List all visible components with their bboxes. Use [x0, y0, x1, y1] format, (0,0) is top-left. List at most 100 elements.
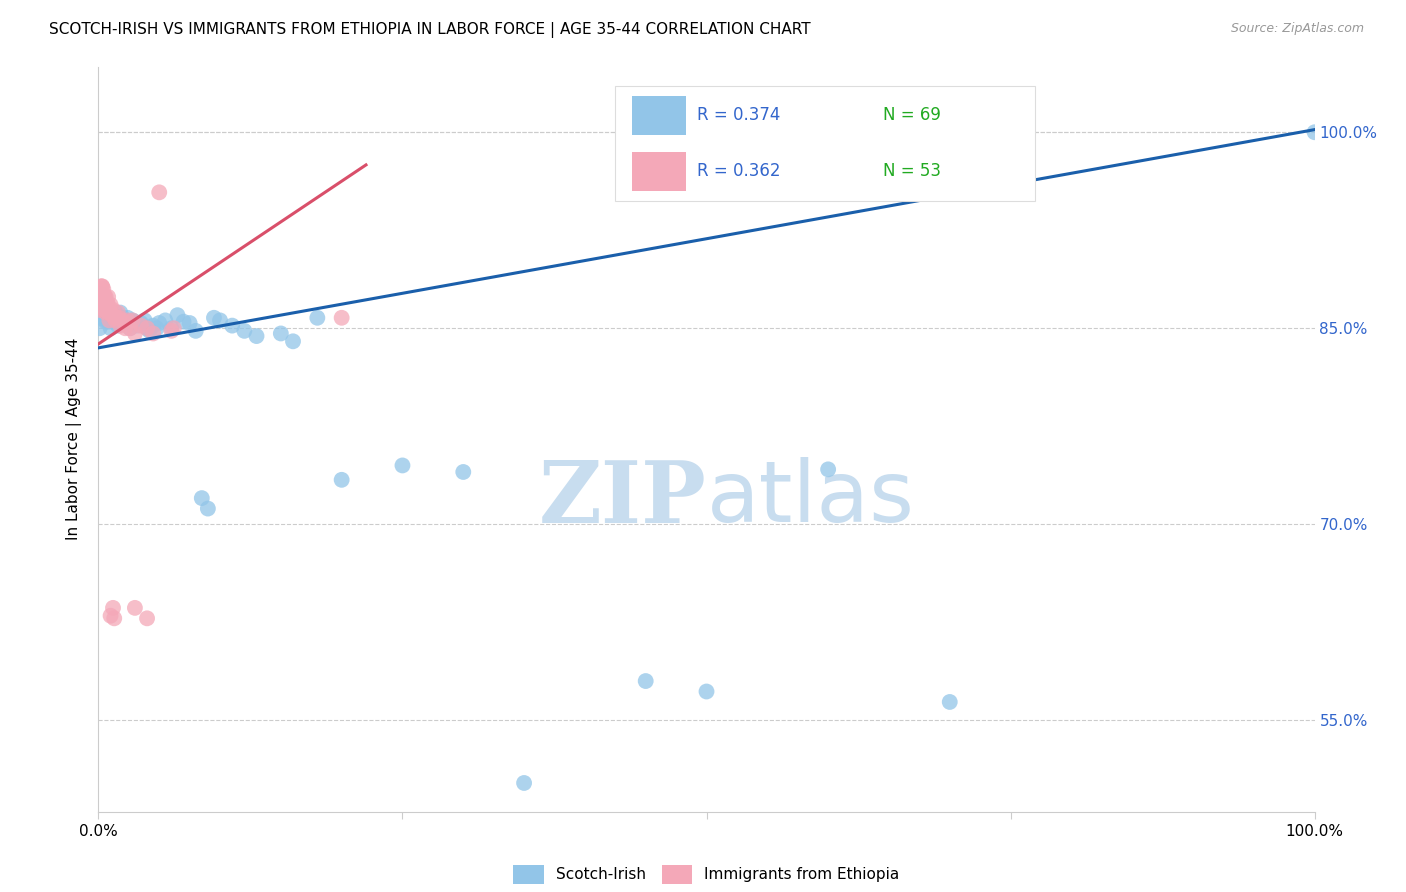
Point: [146, 321, 169, 335]
Point: [89, 302, 111, 317]
Point: [89, 295, 111, 310]
Point: [101, 315, 124, 329]
FancyBboxPatch shape: [616, 86, 1035, 201]
Point: [101, 310, 124, 325]
Point: [101, 600, 124, 615]
Point: [91, 301, 114, 316]
Point: [136, 321, 159, 335]
Legend: Scotch-Irish, Immigrants from Ethiopia: Scotch-Irish, Immigrants from Ethiopia: [508, 859, 905, 889]
Point: [142, 326, 165, 341]
Point: [124, 315, 146, 329]
Point: [166, 308, 188, 322]
Point: [136, 321, 159, 335]
Point: [90, 279, 112, 293]
Point: [114, 316, 136, 330]
FancyBboxPatch shape: [633, 153, 686, 191]
Point: [118, 321, 141, 335]
Point: [453, 465, 475, 479]
Point: [89, 287, 111, 301]
Point: [142, 318, 165, 333]
Point: [89, 321, 111, 335]
Point: [138, 324, 160, 338]
Point: [108, 310, 131, 325]
Point: [96, 313, 118, 327]
Point: [93, 302, 115, 317]
Point: [202, 310, 225, 325]
Point: [391, 458, 413, 473]
Point: [91, 279, 114, 293]
Point: [107, 318, 129, 333]
Point: [90, 310, 112, 325]
Point: [93, 295, 115, 310]
Point: [307, 310, 329, 325]
Text: N = 69: N = 69: [883, 106, 941, 124]
Point: [696, 684, 718, 698]
Point: [209, 313, 232, 327]
Point: [90, 287, 112, 301]
Point: [117, 310, 139, 325]
Point: [91, 279, 114, 293]
Text: R = 0.362: R = 0.362: [697, 162, 780, 180]
Point: [104, 305, 127, 319]
Point: [117, 313, 139, 327]
Point: [91, 295, 114, 310]
Point: [97, 308, 120, 322]
Point: [90, 287, 112, 301]
Point: [110, 313, 132, 327]
Point: [129, 318, 152, 333]
Text: atlas: atlas: [707, 458, 914, 541]
Point: [114, 321, 136, 335]
Point: [96, 304, 118, 318]
Text: R = 0.374: R = 0.374: [697, 106, 780, 124]
Point: [91, 295, 114, 310]
Point: [96, 305, 118, 319]
Point: [91, 302, 114, 317]
Point: [129, 316, 152, 330]
Point: [233, 324, 256, 338]
Point: [148, 316, 170, 330]
Point: [105, 315, 128, 329]
Point: [634, 674, 657, 689]
Point: [91, 293, 114, 307]
Point: [281, 334, 304, 349]
Point: [107, 305, 129, 319]
Point: [197, 501, 219, 516]
Point: [98, 312, 121, 326]
Point: [91, 298, 114, 312]
Point: [94, 298, 117, 312]
Point: [330, 310, 353, 325]
Point: [94, 305, 117, 319]
Point: [191, 491, 214, 505]
Point: [108, 310, 131, 325]
Point: [148, 186, 170, 200]
Point: [98, 302, 121, 317]
Point: [98, 313, 121, 327]
Point: [127, 318, 149, 333]
Point: [93, 298, 115, 312]
Point: [155, 313, 177, 327]
Point: [94, 290, 117, 304]
Point: [173, 315, 195, 329]
Point: [118, 321, 141, 335]
Point: [124, 326, 146, 341]
Point: [100, 608, 122, 623]
Point: [111, 313, 134, 327]
Point: [98, 305, 121, 319]
Point: [100, 321, 122, 335]
Point: [96, 298, 118, 312]
Point: [94, 315, 117, 329]
Point: [160, 321, 183, 335]
Point: [134, 313, 156, 327]
Point: [100, 298, 122, 312]
Point: [93, 288, 115, 302]
Point: [1303, 125, 1326, 139]
Point: [103, 310, 125, 325]
Point: [91, 282, 114, 296]
Point: [110, 305, 132, 319]
Point: [111, 310, 134, 325]
Point: [97, 290, 120, 304]
FancyBboxPatch shape: [633, 96, 686, 135]
Point: [104, 313, 127, 327]
Point: [93, 308, 115, 322]
Point: [105, 310, 128, 325]
